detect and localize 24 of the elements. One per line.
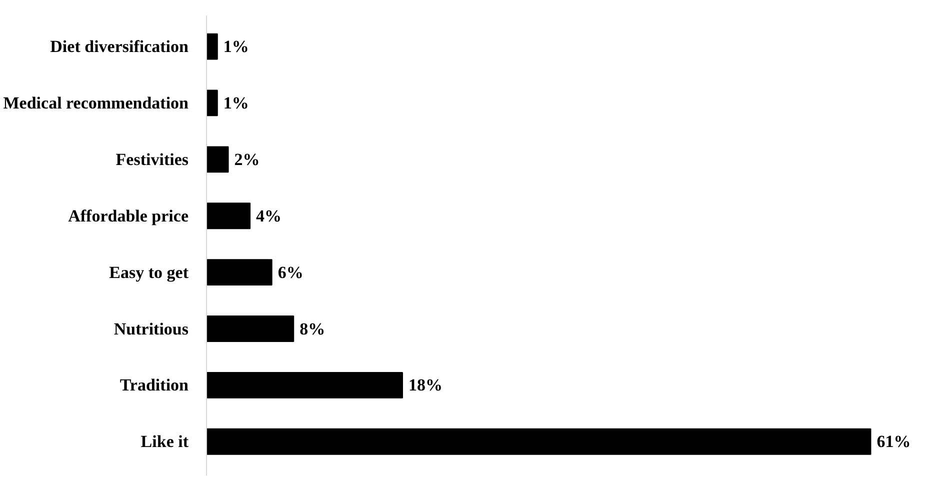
y-tick-label: Medical recommendation	[3, 93, 190, 112]
bar	[206, 202, 251, 230]
y-tick-label: Diet diversification	[50, 37, 190, 56]
y-tick-label: Like it	[140, 432, 189, 452]
y-tick-label: Tradition	[120, 376, 190, 395]
data-label: 8%	[300, 319, 326, 338]
y-tick-label: Festivities	[116, 150, 189, 169]
bar	[206, 146, 229, 173]
y-tick-label: Affordable price	[68, 206, 189, 226]
bar	[206, 33, 218, 60]
y-tick-label: Nutritious	[114, 319, 189, 338]
data-label: 61%	[876, 432, 911, 452]
data-label: 1%	[223, 93, 249, 112]
data-label: 4%	[256, 206, 282, 226]
bar	[206, 90, 218, 116]
bar	[206, 372, 403, 398]
data-label: 1%	[223, 37, 249, 56]
data-label: 6%	[278, 262, 304, 282]
bar	[206, 428, 872, 455]
bar	[206, 259, 272, 286]
data-label: 2%	[234, 150, 260, 169]
data-label: 18%	[408, 376, 442, 395]
y-tick-label: Easy to get	[109, 262, 189, 282]
bar	[206, 316, 294, 342]
